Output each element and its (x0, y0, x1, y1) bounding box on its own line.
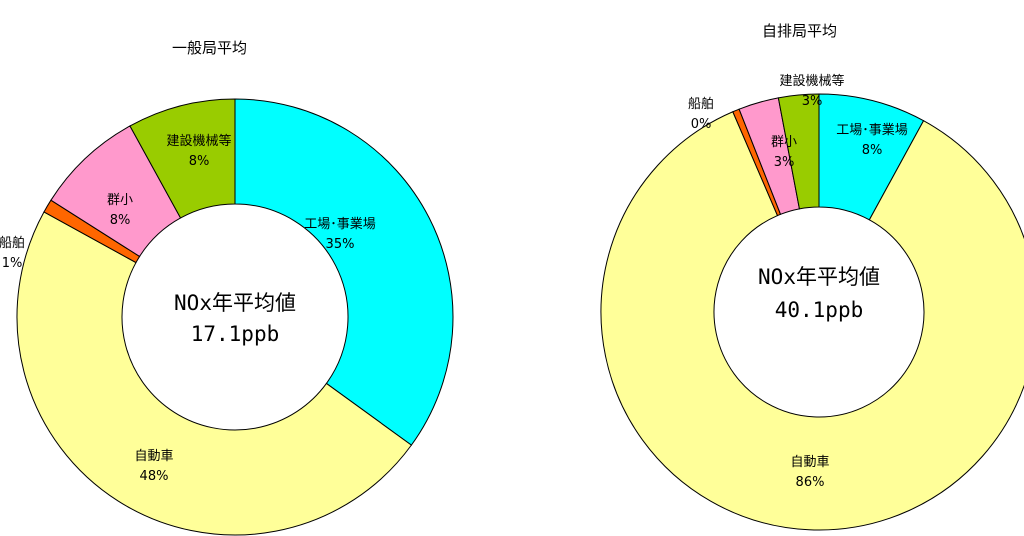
slice-car (16, 211, 413, 536)
slice-percent-factory: 8% (862, 143, 883, 158)
center-label: NOx年平均値 (758, 265, 880, 289)
slice-label-ship: 船舶 (688, 96, 714, 112)
slice-label-ship: 船舶 (0, 235, 25, 251)
slice-label-small: 群小 (771, 135, 797, 150)
slice-percent-factory: 35% (326, 237, 355, 252)
donut-chart-1: 工場･事業場 8% 自動車 86% 船舶 0% 群小 3% 建設機械等 3% NOx年平均値 40.1… (600, 73, 1024, 531)
slice-label-car: 自動車 (790, 455, 829, 470)
slice-percent-ship: 0% (691, 117, 712, 132)
slice-percent-small: 8% (110, 213, 131, 228)
center-value: 17.1ppb (191, 322, 280, 346)
slice-label-car: 自動車 (134, 449, 173, 464)
donut-chart-0: 工場･事業場 35% 自動車 48% 船舶 1% 群小 8% 建設機械等 8% NOx年平均値 17.… (0, 98, 454, 536)
slice-factory (234, 98, 454, 446)
center-value: 40.1ppb (775, 298, 864, 322)
center-label: NOx年平均値 (174, 291, 296, 315)
slice-percent-car: 48% (140, 469, 169, 484)
slice-label-construction: 建設機械等 (779, 73, 844, 89)
slice-percent-construction: 3% (802, 94, 823, 109)
slice-percent-ship: 1% (2, 256, 23, 271)
slice-percent-car: 86% (796, 475, 825, 490)
slice-percent-construction: 8% (189, 154, 210, 169)
chart-title-jihai: 自排局平均 (762, 22, 838, 40)
slice-label-construction: 建設機械等 (166, 133, 231, 149)
slice-percent-small: 3% (774, 155, 795, 170)
slice-car (600, 111, 1024, 531)
slice-label-factory: 工場･事業場 (836, 122, 908, 138)
slice-construction (777, 93, 820, 210)
slice-label-factory: 工場･事業場 (304, 216, 376, 232)
slice-label-small: 群小 (107, 193, 133, 208)
chart-title-ippan: 一般局平均 (172, 39, 248, 57)
slice-construction (129, 98, 236, 219)
